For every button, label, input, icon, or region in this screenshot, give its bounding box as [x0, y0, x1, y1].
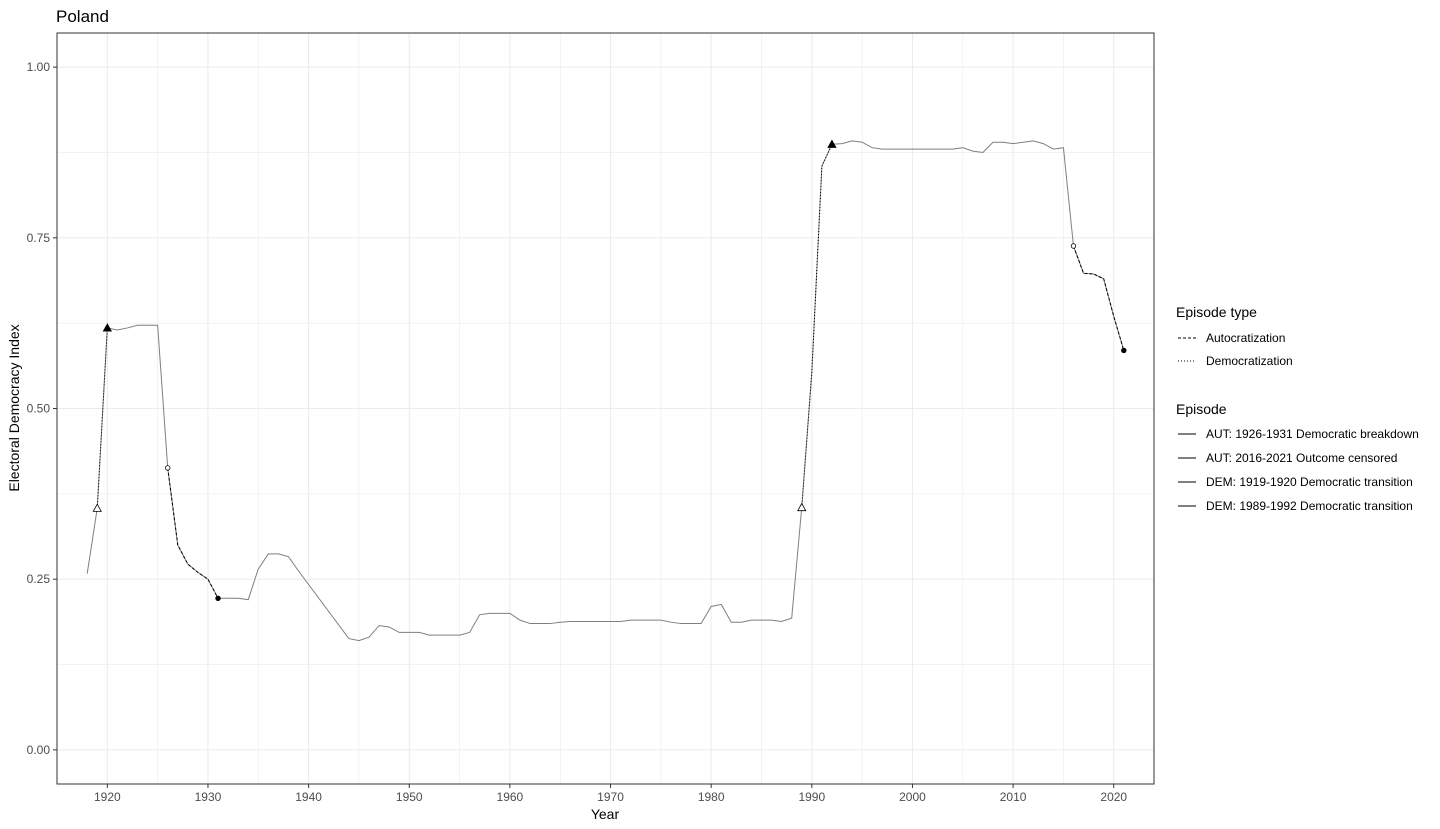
- x-axis-ticks: 1920 1930 1940 1950 1960 1970 1980 1990 2000 2010…: [94, 784, 1127, 804]
- grid-lines: [56, 33, 1154, 784]
- episode-line: [167, 467, 219, 599]
- episode-start-triangle: [797, 502, 807, 512]
- episode-line: [96, 327, 108, 509]
- x-tick-label: 1930: [195, 790, 222, 804]
- episode-markers: [92, 139, 1127, 601]
- y-tick-label: 0.00: [27, 743, 51, 757]
- episode-end-circle: [1121, 347, 1127, 354]
- episode-end-triangle: [102, 323, 113, 332]
- x-tick-label: 2000: [899, 790, 926, 804]
- x-tick-label: 1950: [396, 790, 423, 804]
- episode-lines: [96, 144, 1125, 599]
- x-tick-label: 1990: [798, 790, 825, 804]
- episode-start-triangle: [92, 503, 102, 512]
- series-line: [86, 140, 1125, 642]
- x-tick-label: 1920: [94, 790, 121, 804]
- series-lines: [86, 140, 1125, 642]
- x-axis-title: Year: [591, 806, 620, 822]
- x-tick-label: 1970: [597, 790, 624, 804]
- legend-title-episode-type: Episode type: [1176, 304, 1257, 320]
- x-tick-label: 2010: [1000, 790, 1027, 804]
- legend-title-episode: Episode: [1176, 401, 1227, 417]
- episode-end-triangle: [827, 139, 837, 148]
- x-tick-label: 1980: [698, 790, 725, 804]
- legend-label-episode: AUT: 2016-2021 Outcome censored: [1206, 451, 1397, 465]
- x-tick-label: 2020: [1100, 790, 1127, 804]
- legend-label-episode-type: Democratization: [1206, 354, 1293, 368]
- y-tick-label: 0.25: [27, 572, 51, 586]
- legend-label-episode: AUT: 1926-1931 Democratic breakdown: [1206, 427, 1419, 441]
- episode-start-circle: [1070, 243, 1077, 249]
- x-tick-label: 1960: [497, 790, 524, 804]
- chart-title: Poland: [56, 7, 109, 26]
- legend-label-episode: DEM: 1989-1992 Democratic transition: [1206, 499, 1413, 513]
- legend-label-episode: DEM: 1919-1920 Democratic transition: [1206, 475, 1413, 489]
- y-tick-label: 0.75: [27, 231, 51, 245]
- episode-line: [801, 144, 833, 508]
- episode-line: [1073, 245, 1125, 351]
- episode-start-circle: [165, 465, 171, 471]
- legend: Episode type Episode Autocratization Demo…: [1176, 304, 1419, 513]
- x-tick-label: 1940: [295, 790, 322, 804]
- episode-end-circle: [215, 595, 221, 601]
- legend-label-episode-type: Autocratization: [1206, 331, 1285, 345]
- y-axis-title: Electoral Democracy Index: [6, 324, 22, 491]
- y-tick-label: 0.50: [27, 402, 51, 416]
- y-axis-ticks: 0.00 0.25 0.50 0.75 1.00: [27, 60, 57, 757]
- y-tick-label: 1.00: [27, 60, 51, 74]
